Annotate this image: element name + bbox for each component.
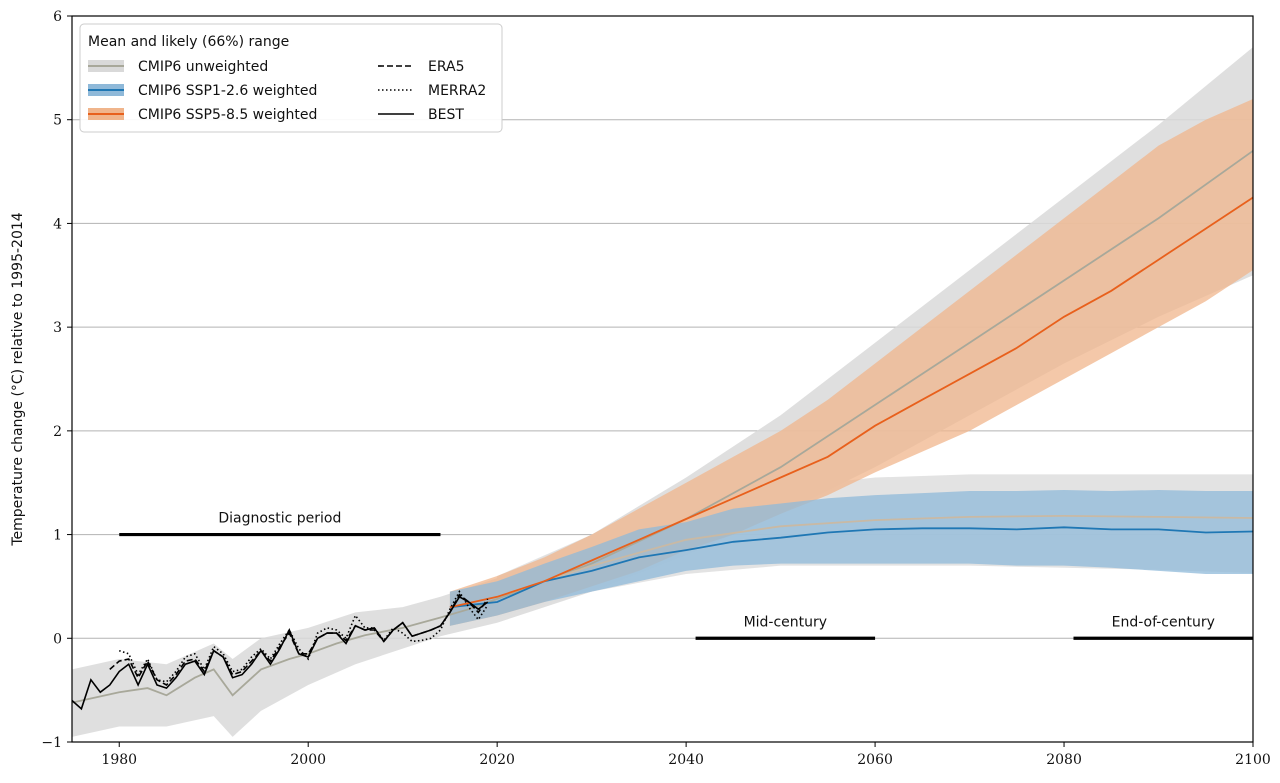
y-tick-label: 2 (53, 424, 62, 440)
band-cmip6-ssp5-8-5-weighted (449, 98, 1253, 626)
y-tick-label: 5 (53, 113, 62, 129)
line-cmip6-unweighted-ssp1-2-6 (496, 514, 1254, 598)
line-cmip6-ssp5-8-5-weighted (449, 196, 1254, 609)
axis-ticks: 1980 2000 2020 2040 2060 2080 2100 −1 0 1 2 3 4 5 6 (41, 9, 1270, 768)
period-label-diagnostic-period: Diagnostic period (218, 511, 341, 527)
legend-label-merra2: MERRA2 (428, 83, 486, 99)
line-merra2 (118, 589, 489, 683)
band-cmip6-ssp1-2-6-weighted (449, 489, 1253, 626)
legend-label-era5: ERA5 (428, 59, 465, 75)
x-tick-label: 2080 (1046, 752, 1082, 768)
legend: Mean and likely (66%) range CMIP6 unweigh… (79, 23, 503, 133)
y-tick-label: 1 (53, 528, 62, 544)
y-tick-label: 4 (53, 216, 62, 232)
x-tick-label: 2000 (290, 752, 326, 768)
line-cmip6-unweighted (71, 150, 1254, 704)
x-tick-label: 2100 (1235, 752, 1271, 768)
range-bands (72, 47, 1253, 737)
legend-label-best: BEST (428, 107, 464, 123)
plot-frame (71, 15, 1254, 743)
series-lines (71, 150, 1254, 711)
y-tick-label: −1 (41, 735, 62, 751)
period-annotations: Diagnostic period Mid-century End-of-centu… (119, 511, 1253, 640)
line-cmip6-ssp1-2-6-weighted (449, 526, 1254, 609)
legend-title: Mean and likely (66%) range (88, 34, 289, 50)
y-tick-label: 0 (53, 631, 62, 647)
legend-label-cmip6-ssp5-8-5-weighted: CMIP6 SSP5-8.5 weighted (138, 107, 317, 123)
y-tick-label: 6 (53, 9, 62, 25)
x-tick-label: 1980 (101, 752, 137, 768)
period-label-end-of-century: End-of-century (1112, 614, 1215, 630)
y-axis-label: Temperature change (°C) relative to 1995… (10, 212, 26, 546)
x-tick-label: 2040 (668, 752, 704, 768)
period-label-mid-century: Mid-century (744, 614, 828, 630)
legend-box (79, 23, 503, 133)
x-tick-label: 2060 (857, 752, 893, 768)
x-tick-label: 2020 (479, 752, 515, 768)
band-cmip6-unweighted (72, 47, 1253, 737)
legend-label-cmip6-unweighted: CMIP6 unweighted (138, 59, 268, 75)
line-best (71, 595, 489, 711)
legend-label-cmip6-ssp1-2-6-weighted: CMIP6 SSP1-2.6 weighted (138, 83, 317, 99)
y-tick-label: 3 (53, 320, 62, 336)
